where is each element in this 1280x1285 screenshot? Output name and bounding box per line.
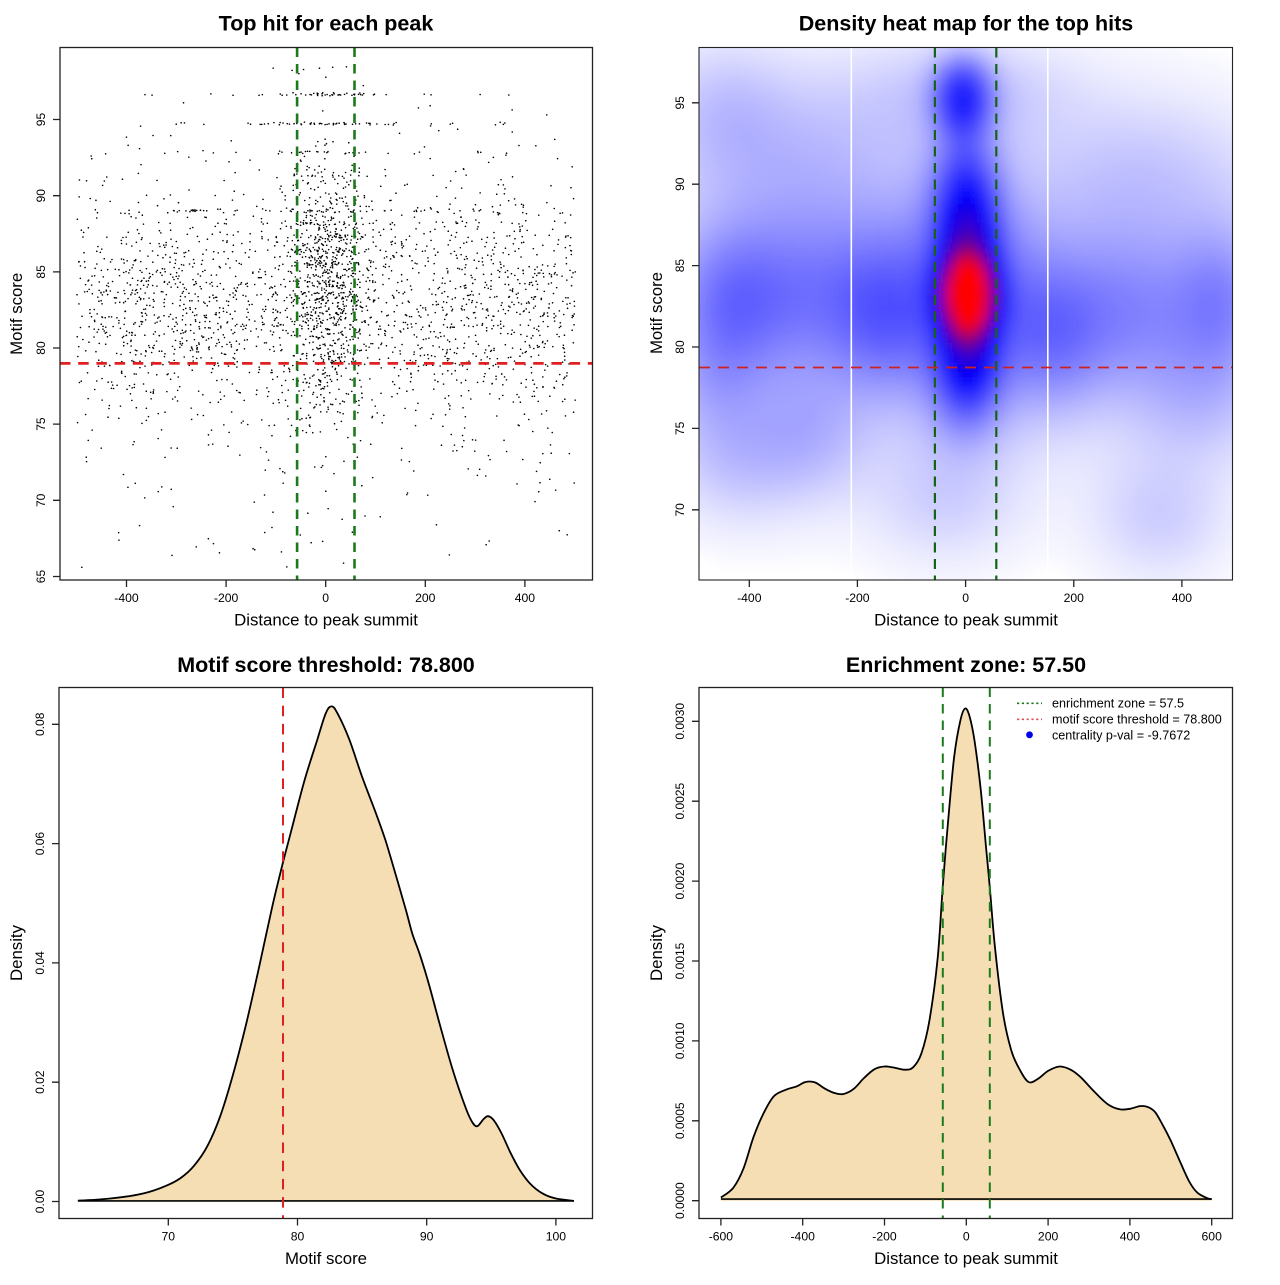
svg-text:-200: -200 [872,1230,897,1244]
svg-text:Distance to peak summit: Distance to peak summit [874,1249,1058,1268]
svg-text:0.0025: 0.0025 [673,783,687,820]
svg-text:200: 200 [1064,591,1085,605]
svg-text:0: 0 [322,591,329,605]
svg-text:Distance to peak summit: Distance to peak summit [234,610,418,629]
svg-text:Motif score: Motif score [285,1249,367,1268]
svg-text:0: 0 [962,591,969,605]
svg-text:0.04: 0.04 [33,951,47,975]
svg-text:70: 70 [673,503,687,517]
svg-text:-400: -400 [737,591,762,605]
svg-text:Density heat map for the top h: Density heat map for the top hits [799,11,1134,35]
svg-text:-400: -400 [114,591,139,605]
svg-text:400: 400 [515,591,536,605]
svg-text:0.02: 0.02 [33,1070,47,1094]
svg-text:100: 100 [546,1230,567,1244]
svg-text:Motif score: Motif score [647,272,666,354]
svg-text:0: 0 [963,1230,970,1244]
svg-text:Top hit for each peak: Top hit for each peak [219,11,434,35]
svg-text:Motif score threshold: 78.800: Motif score threshold: 78.800 [177,653,475,677]
svg-text:0.0020: 0.0020 [673,862,687,899]
svg-text:95: 95 [673,96,687,110]
svg-text:Motif score: Motif score [7,273,26,355]
svg-text:Distance to peak summit: Distance to peak summit [874,610,1058,629]
svg-text:centrality p-val = -9.7672: centrality p-val = -9.7672 [1052,729,1190,743]
svg-text:0.0010: 0.0010 [673,1022,687,1059]
svg-text:Density: Density [7,924,26,981]
svg-text:75: 75 [673,421,687,435]
svg-text:85: 85 [34,265,48,279]
svg-text:-200: -200 [214,591,239,605]
svg-text:200: 200 [415,591,436,605]
svg-text:motif score threshold = 78.800: motif score threshold = 78.800 [1052,713,1222,727]
svg-text:0.06: 0.06 [33,832,47,856]
svg-text:-200: -200 [845,591,870,605]
svg-text:-400: -400 [790,1230,815,1244]
svg-text:0.0030: 0.0030 [673,703,687,740]
svg-text:65: 65 [34,570,48,584]
svg-text:95: 95 [34,113,48,127]
svg-text:80: 80 [291,1230,305,1244]
svg-text:80: 80 [673,340,687,354]
svg-text:0.0015: 0.0015 [673,942,687,979]
svg-text:90: 90 [673,177,687,191]
svg-text:90: 90 [420,1230,434,1244]
svg-text:Density: Density [647,924,666,981]
svg-text:0.08: 0.08 [33,712,47,736]
svg-text:-600: -600 [709,1230,734,1244]
svg-text:0.00: 0.00 [33,1189,47,1213]
svg-text:200: 200 [1038,1230,1059,1244]
svg-text:75: 75 [34,417,48,431]
svg-text:400: 400 [1172,591,1193,605]
svg-text:600: 600 [1202,1230,1223,1244]
svg-text:0.0005: 0.0005 [673,1102,687,1139]
svg-text:enrichment zone = 57.5: enrichment zone = 57.5 [1052,697,1184,711]
svg-text:Enrichment zone: 57.50: Enrichment zone: 57.50 [846,653,1086,677]
svg-text:400: 400 [1120,1230,1141,1244]
svg-text:70: 70 [34,493,48,507]
svg-text:70: 70 [162,1230,176,1244]
svg-text:80: 80 [34,341,48,355]
svg-text:0.0000: 0.0000 [673,1182,687,1219]
svg-text:85: 85 [673,259,687,273]
svg-text:90: 90 [34,189,48,203]
